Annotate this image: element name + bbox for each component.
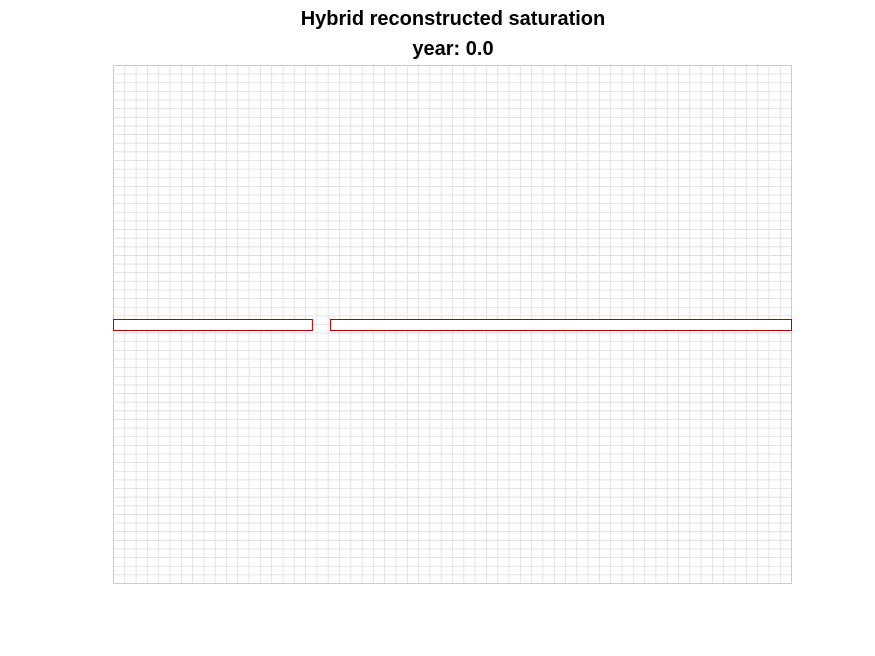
figure-subtitle: year: 0.0 [412,38,494,60]
fracture-segments [113,319,792,331]
figure-title: Hybrid reconstructed saturation [300,8,606,30]
fracture-segment [329,319,792,331]
fracture-segment [113,319,313,331]
